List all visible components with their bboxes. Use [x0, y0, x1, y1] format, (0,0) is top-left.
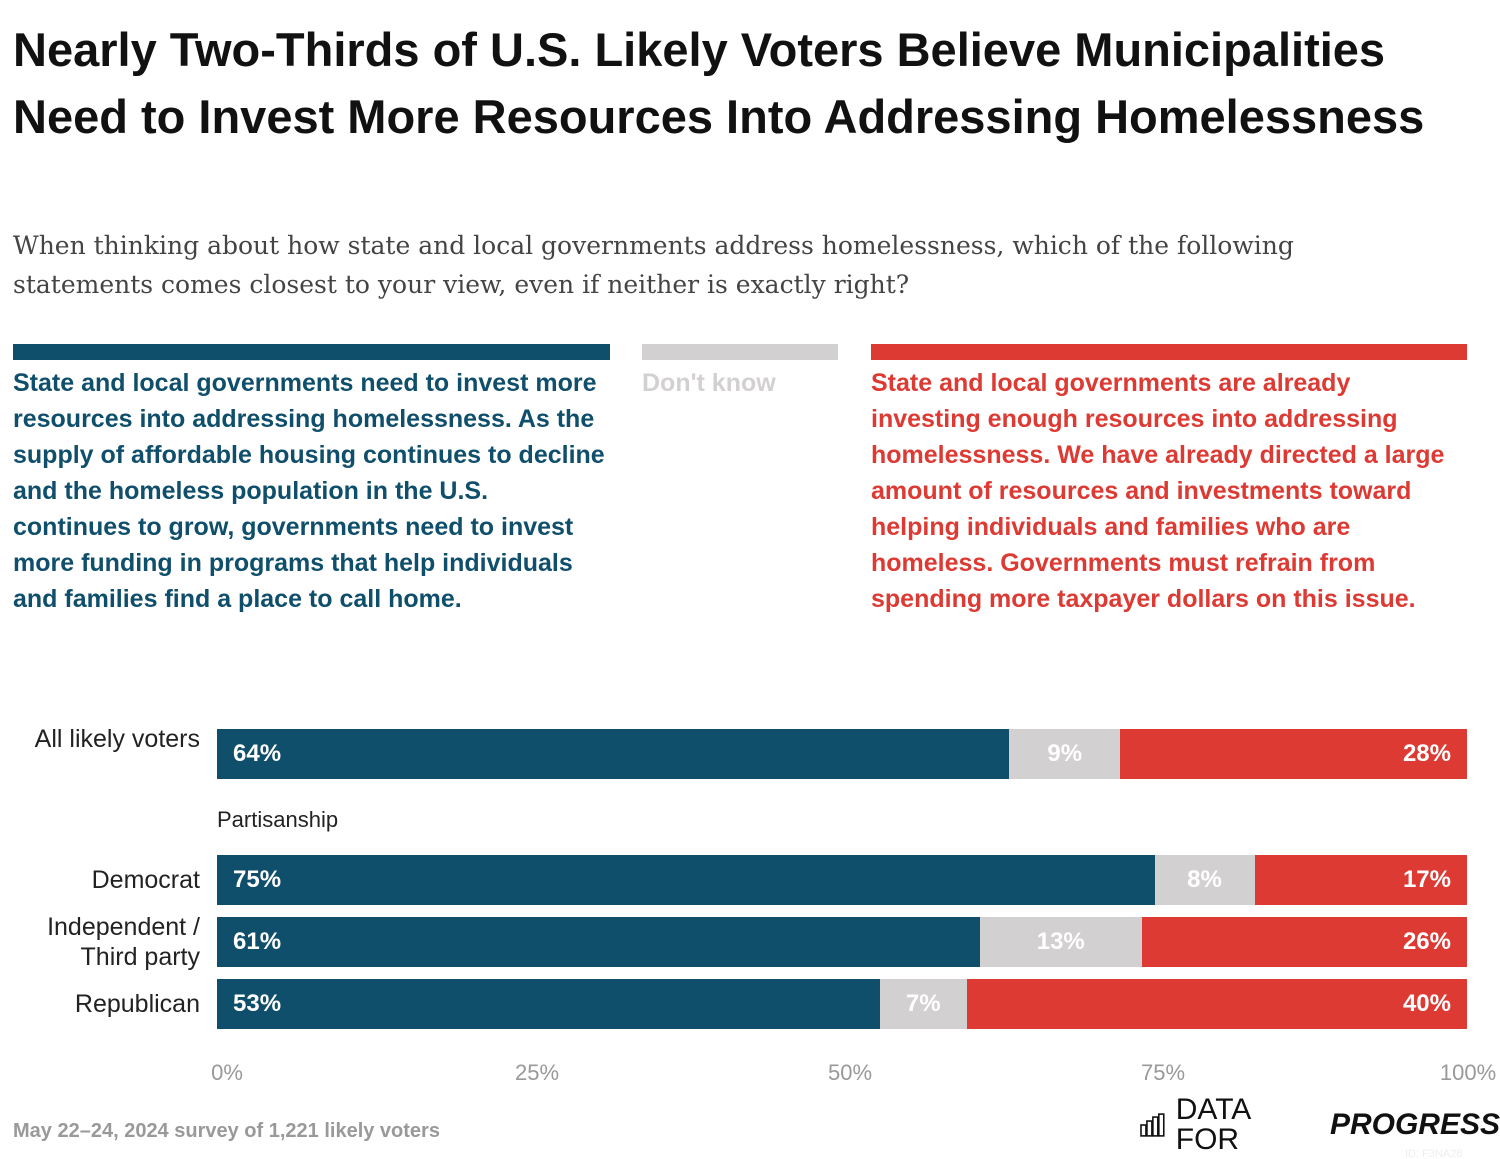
data-label-invest: 75% — [233, 866, 282, 893]
x-tick: 25% — [514, 1060, 560, 1085]
legend-enough: State and local governments are already … — [871, 369, 1445, 613]
data-label-enough: 26% — [1402, 928, 1451, 955]
row-label-all: All likely voters — [34, 725, 200, 753]
chart-id: ID: F3NA28 — [1405, 1148, 1463, 1159]
bar-segment-invest — [217, 979, 880, 1029]
logo-text: DATA FOR — [1175, 1093, 1250, 1156]
bar-segment-invest — [217, 917, 980, 967]
x-tick: 100% — [1439, 1060, 1497, 1085]
bar-segment-enough — [1120, 729, 1467, 779]
legend-dont-know: Don't know — [642, 369, 776, 397]
footer-note: May 22–24, 2024 survey of 1,221 likely v… — [13, 1120, 440, 1142]
data-label-dont-know: 13% — [1036, 928, 1085, 955]
data-label-enough: 17% — [1402, 866, 1451, 893]
bar-segment-dont-know — [979, 917, 1142, 967]
row-label-democrat: Democrat — [91, 866, 200, 894]
logo-text-bold: PROGRESS — [1329, 1108, 1500, 1141]
bar-segment-invest — [217, 729, 1010, 779]
bar-segment-enough — [1142, 917, 1467, 967]
data-label-dont-know: 7% — [905, 990, 941, 1017]
data-label-invest: 64% — [233, 740, 282, 767]
row-label-independent: Independent / Third party — [47, 913, 200, 971]
row-label-republican: Republican — [74, 990, 200, 1018]
bar-segment-dont-know — [1009, 729, 1121, 779]
data-label-enough: 40% — [1402, 990, 1451, 1017]
x-tick: 0% — [211, 1060, 243, 1085]
data-label-dont-know: 9% — [1047, 740, 1083, 767]
bar-segment-enough — [967, 979, 1467, 1029]
bar-segment-enough — [1254, 855, 1467, 905]
data-label-invest: 53% — [233, 990, 282, 1017]
data-label-invest: 61% — [233, 928, 282, 955]
logo: DATA FOR PROGRESS — [1140, 1095, 1500, 1155]
legend-swatch-invest — [13, 344, 610, 360]
bar-chart-logo-icon — [1140, 1113, 1165, 1137]
legend-swatch-dont-know — [642, 344, 838, 360]
x-tick: 75% — [1140, 1060, 1186, 1085]
chart-subtitle: When thinking about how state and local … — [13, 231, 1294, 299]
data-label-enough: 28% — [1402, 740, 1451, 767]
chart-title: Nearly Two-Thirds of U.S. Likely Voters … — [13, 23, 1425, 143]
bar-segment-dont-know — [879, 979, 967, 1029]
legend-invest: State and local governments need to inve… — [13, 369, 605, 613]
bar-segment-invest — [217, 855, 1155, 905]
data-label-dont-know: 8% — [1187, 866, 1222, 893]
x-tick: 50% — [827, 1060, 873, 1085]
bar-segment-dont-know — [1154, 855, 1255, 905]
group-label: Partisanship — [217, 807, 339, 832]
legend-swatch-enough — [871, 344, 1467, 360]
